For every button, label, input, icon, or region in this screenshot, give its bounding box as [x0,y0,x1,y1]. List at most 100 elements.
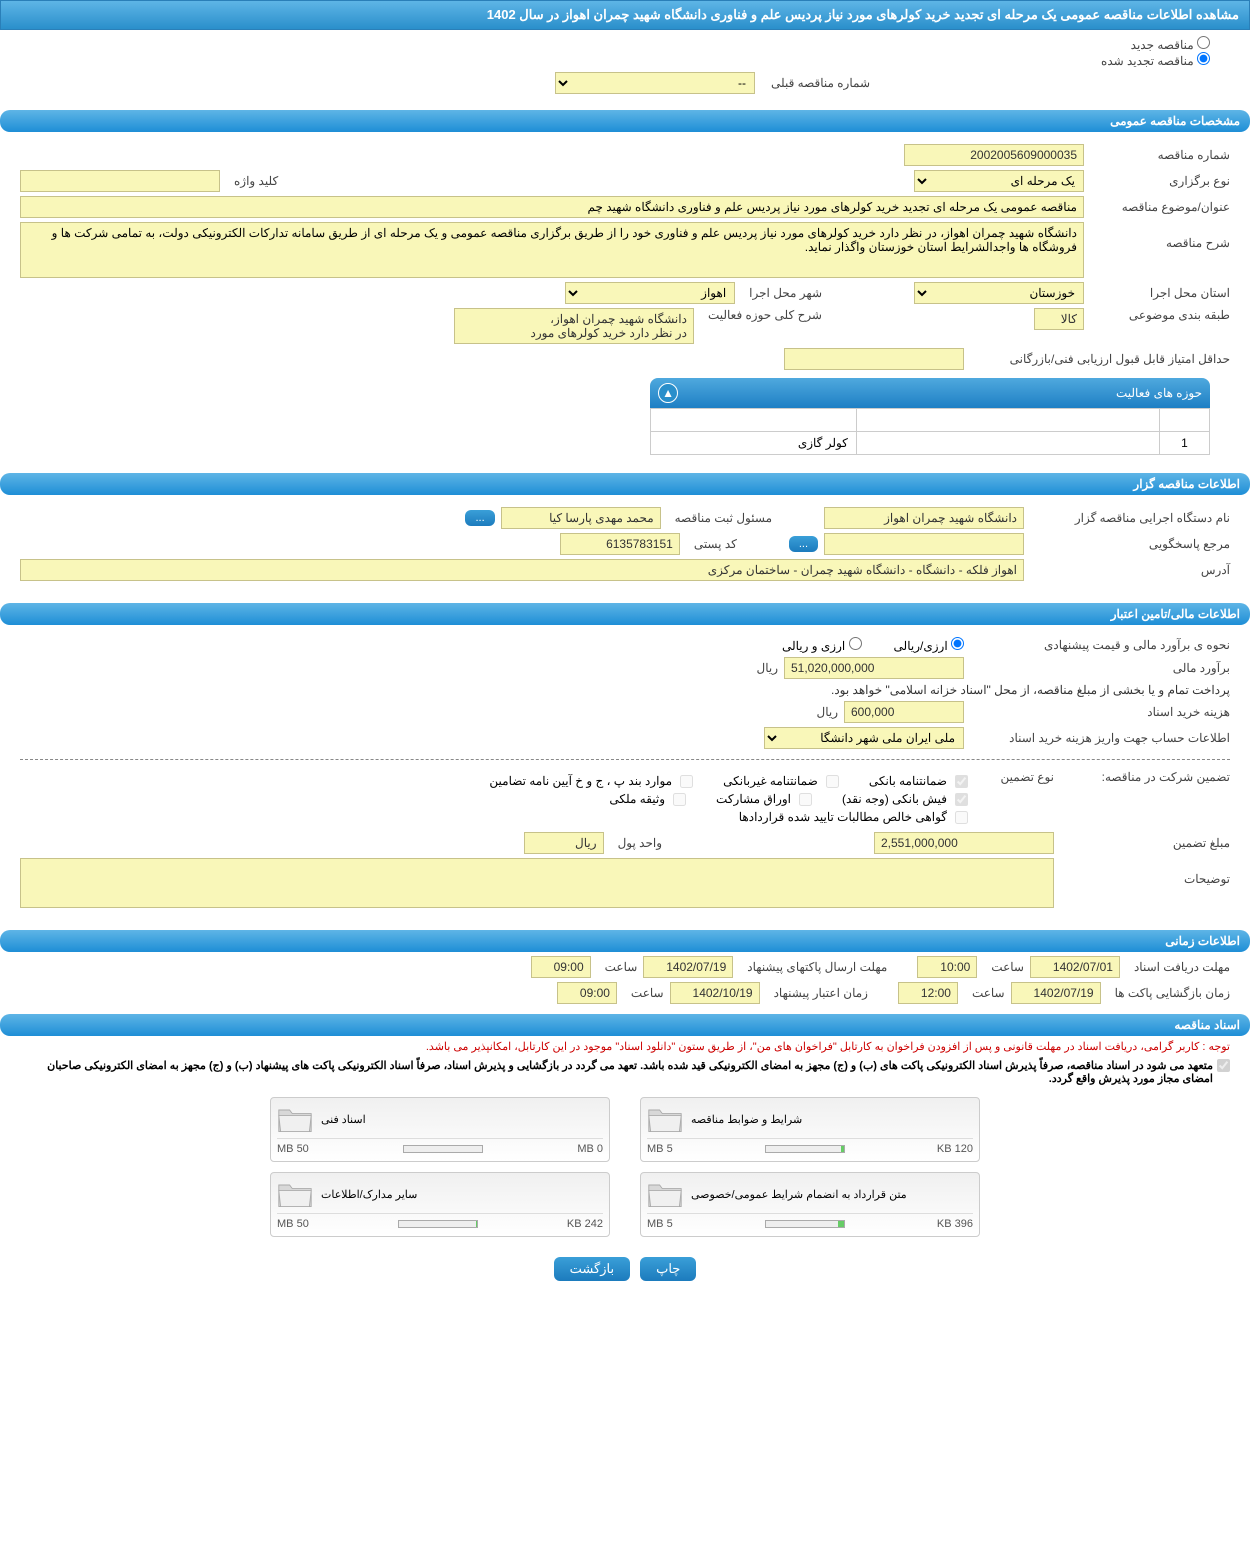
chk-nonbank-text: ضمانتنامه غیربانکی [723,774,818,788]
category-label: طبقه بندی موضوعی [1090,308,1230,322]
exec-field[interactable] [824,507,1024,529]
chk-nonbank-input[interactable] [826,775,839,788]
open-date[interactable] [1011,982,1101,1004]
back-button[interactable]: بازگشت [554,1257,630,1281]
file-box-title: متن قرارداد به انضمام شرایط عمومی/خصوصی [691,1188,907,1201]
doc-deadline-date[interactable] [1030,956,1120,978]
postal-label: کد پستی [686,537,737,551]
chk-shares-text: اوراق مشارکت [716,792,791,806]
address-label: آدرس [1030,563,1230,577]
progress-bar [403,1145,483,1153]
bid-deadline-label: مهلت ارسال پاکتهای پیشنهاد [739,960,887,974]
collapse-icon[interactable]: ▲ [658,383,678,403]
open-time[interactable] [898,982,958,1004]
radio-renewed-label: مناقصه تجدید شده [1101,54,1194,68]
chk-shares[interactable]: اوراق مشارکت [716,792,812,806]
doc-deadline-time[interactable] [917,956,977,978]
cell-cat [856,432,1159,455]
postal-field[interactable] [560,533,680,555]
city-select[interactable]: اهواز [565,282,735,304]
file-box[interactable]: اسناد فنی 0 MB 50 MB [270,1097,610,1162]
folder-icon [647,1104,683,1134]
file-box[interactable]: متن قرارداد به انضمام شرایط عمومی/خصوصی … [640,1172,980,1237]
radio-rial[interactable]: ارزی/ریالی [894,637,964,653]
radio-arz-input[interactable] [849,637,862,650]
chk-receivables[interactable]: گواهی خالص مطالبات تایید شده قراردادها [739,810,968,824]
guarantee-amount-label: مبلغ تضمین [1060,836,1230,850]
province-select[interactable]: خوزستان [914,282,1084,304]
radio-new[interactable]: مناقصه جدید [1131,38,1210,52]
section-timing: اطلاعات زمانی [0,930,1250,952]
file-total: 50 MB [277,1218,309,1230]
radio-rial-input[interactable] [951,637,964,650]
chk-shares-input[interactable] [799,793,812,806]
activity-title: حوزه های فعالیت [1116,386,1202,400]
ref-more-button[interactable]: ... [789,536,818,552]
validity-date[interactable] [670,982,760,1004]
category-field[interactable] [1034,308,1084,330]
city-label: شهر محل اجرا [741,286,822,300]
bid-deadline-time[interactable] [531,956,591,978]
chk-receivables-input[interactable] [955,811,968,824]
file-used: 120 KB [937,1143,973,1155]
tender-mode-group: مناقصه جدید مناقصه تجدید شده شماره مناقص… [0,30,1250,100]
scope-field[interactable]: دانشگاه شهید چمران اهواز، در نظر دارد خر… [454,308,694,344]
table-row: 1 کولر گازی [651,432,1210,455]
reg-field[interactable] [501,507,661,529]
address-field[interactable] [20,559,1024,581]
chk-bank-input[interactable] [955,775,968,788]
chk-cash[interactable]: فیش بانکی (وجه نقد) [842,792,968,806]
chk-nonbank[interactable]: ضمانتنامه غیربانکی [723,774,839,788]
chk-bonds[interactable]: موارد بند پ ، ج و خ آیین نامه تضامین [489,774,693,788]
prev-number-select[interactable]: -- [555,72,755,94]
radio-arz[interactable]: ارزی و ریالی [782,637,862,653]
chk-property-input[interactable] [673,793,686,806]
file-total: 5 MB [647,1218,673,1230]
subject-field[interactable] [20,196,1084,218]
prev-number-label: شماره مناقصه قبلی [763,76,870,90]
type-select[interactable]: یک مرحله ای [914,170,1084,192]
keyword-field[interactable] [20,170,220,192]
doc-cost-field[interactable] [844,701,964,723]
chk-property[interactable]: وثیقه ملکی [609,792,686,806]
desc-field[interactable]: دانشگاه شهید چمران اهواز، در نظر دارد خر… [20,222,1084,278]
chk-bonds-input[interactable] [680,775,693,788]
guarantee-amount-field[interactable] [874,832,1054,854]
ref-field[interactable] [824,533,1024,555]
estimate-field[interactable] [784,657,964,679]
folder-icon [277,1179,313,1209]
bid-deadline-date[interactable] [643,956,733,978]
file-box-title: اسناد فنی [321,1113,366,1126]
min-score-field[interactable] [784,348,964,370]
print-button[interactable]: چاپ [640,1257,696,1281]
guarantee-type-label: نوع تضمین [974,770,1054,784]
time-label-1: ساعت [983,960,1024,974]
chk-bank[interactable]: ضمانتنامه بانکی [869,774,968,788]
currency-unit-field[interactable] [524,832,604,854]
currency-unit-label: واحد پول [610,836,662,850]
chk-property-text: وثیقه ملکی [609,792,665,806]
reg-more-button[interactable]: ... [465,510,494,526]
radio-renewed-input[interactable] [1197,52,1210,65]
tender-no-field[interactable] [904,144,1084,166]
notes-field[interactable] [20,858,1054,908]
radio-new-input[interactable] [1197,36,1210,49]
file-used: 0 MB [577,1143,603,1155]
col-scope: حوزه فعالیت [651,409,857,432]
account-select[interactable]: ملی ایران ملی شهر دانشگا [764,727,964,749]
cell-idx: 1 [1160,432,1210,455]
radio-renewed[interactable]: مناقصه تجدید شده [1101,54,1210,68]
validity-time[interactable] [557,982,617,1004]
open-label: زمان بازگشایی پاکت ها [1107,986,1230,1000]
file-box[interactable]: شرایط و ضوابط مناقصه 120 KB 5 MB [640,1097,980,1162]
file-box[interactable]: سایر مدارک/اطلاعات 242 KB 50 MB [270,1172,610,1237]
doc-cost-label: هزینه خرید اسناد [970,705,1230,719]
type-label: نوع برگزاری [1090,174,1230,188]
red-note: توجه : کاربر گرامی، دریافت اسناد در مهلت… [0,1036,1250,1057]
file-total: 50 MB [277,1143,309,1155]
commit-checkbox[interactable] [1217,1059,1230,1072]
folder-icon [277,1104,313,1134]
radio-arz-text: ارزی و ریالی [782,639,845,653]
chk-cash-input[interactable] [955,793,968,806]
validity-label: زمان اعتبار پیشنهاد [766,986,868,1000]
